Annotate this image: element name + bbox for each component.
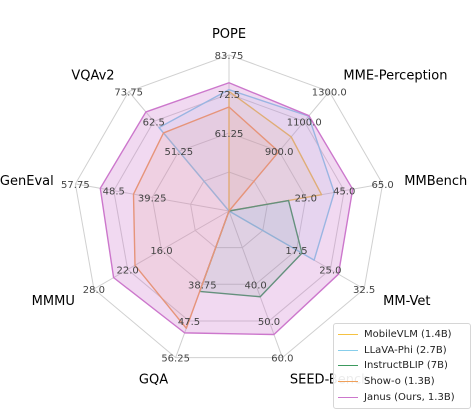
axis-label-mmbench: MMBench: [404, 174, 467, 189]
legend-swatch: [338, 349, 358, 351]
legend-item: Show-o (1.3B): [338, 374, 466, 390]
tick-label: 48.5: [103, 187, 125, 198]
tick-label: 900.0: [265, 147, 294, 158]
tick-label: 50.0: [258, 317, 280, 328]
legend-label: MobileVLM (1.4B): [364, 329, 452, 341]
tick-label: 73.75: [114, 87, 143, 98]
series-show-o-1-3b: [132, 106, 280, 329]
legend-item: Janus (Ours, 1.3B): [338, 389, 466, 405]
axis-spoke: [228, 210, 283, 358]
axis-label-pope: POPE: [212, 27, 246, 42]
tick-label: 65.0: [371, 180, 393, 191]
grid-ring: [113, 93, 345, 322]
tick-label: 39.25: [138, 193, 167, 204]
tick-label: 57.75: [61, 180, 90, 191]
tick-label: 45.0: [333, 187, 355, 198]
tick-label: 72.5: [218, 90, 240, 101]
legend-item: LLaVA-Phi (2.7B): [338, 343, 466, 359]
grid-ring: [190, 171, 268, 249]
tick-label: 38.75: [188, 280, 217, 291]
tick-label: 22.0: [117, 266, 139, 277]
tick-label: 1300.0: [312, 87, 347, 98]
axis-labels: POPEMME-PerceptionMMBenchMM-VetSEED-Benc…: [0, 27, 467, 387]
axis-label-vqav2: VQAv2: [71, 69, 114, 84]
tick-label: 51.25: [165, 147, 194, 158]
axis-label-geneval: GenEval: [0, 174, 54, 189]
grid-ring: [74, 54, 384, 359]
series-mobilevlm-1-4b: [228, 90, 323, 212]
legend-swatch: [338, 334, 358, 336]
legend-swatch: [338, 365, 358, 367]
tick-label: 62.5: [143, 117, 165, 128]
tick-label: 1100.0: [287, 117, 322, 128]
tick-labels: 61.25 72.5 83.75 900.0 1100.0 1300.0 25.0 45.0 6…: [61, 51, 394, 365]
axis-spoke: [93, 210, 230, 290]
legend-item: InstructBLIP (7B): [338, 358, 466, 374]
series-janus-ours-1-3b: [99, 82, 354, 336]
tick-label: 25.0: [319, 266, 341, 277]
legend-label: LLaVA-Phi (2.7B): [364, 344, 447, 356]
legend-label: Show-o (1.3B): [364, 376, 435, 388]
grid-ring: [151, 132, 307, 285]
tick-label: 60.0: [271, 354, 293, 365]
tick-label: 16.0: [150, 246, 172, 257]
tick-label: 83.75: [215, 51, 244, 62]
legend-label: Janus (Ours, 1.3B): [364, 391, 455, 403]
legend-swatch: [338, 381, 358, 383]
tick-label: 40.0: [245, 280, 267, 291]
axis-label-gqa: GQA: [139, 372, 168, 387]
tick-label: 25.0: [295, 193, 317, 204]
legend-swatch: [338, 396, 358, 398]
tick-label: 56.25: [161, 354, 190, 365]
legend-label: InstructBLIP (7B): [364, 360, 448, 372]
tick-label: 17.5: [285, 246, 307, 257]
tick-label: 47.5: [178, 317, 200, 328]
tick-label: 28.0: [83, 285, 105, 296]
series-layer: [99, 82, 354, 336]
tick-label: 61.25: [215, 129, 244, 140]
legend: MobileVLM (1.4B) LLaVA-Phi (2.7B) Instruct…: [333, 323, 471, 409]
axis-label-mme-perception: MME-Perception: [343, 69, 447, 84]
legend-item: MobileVLM (1.4B): [338, 327, 466, 343]
tick-label: 32.5: [353, 285, 375, 296]
axis-label-mmmu: MMMU: [32, 294, 75, 309]
axis-label-mm-vet: MM-Vet: [383, 294, 430, 309]
